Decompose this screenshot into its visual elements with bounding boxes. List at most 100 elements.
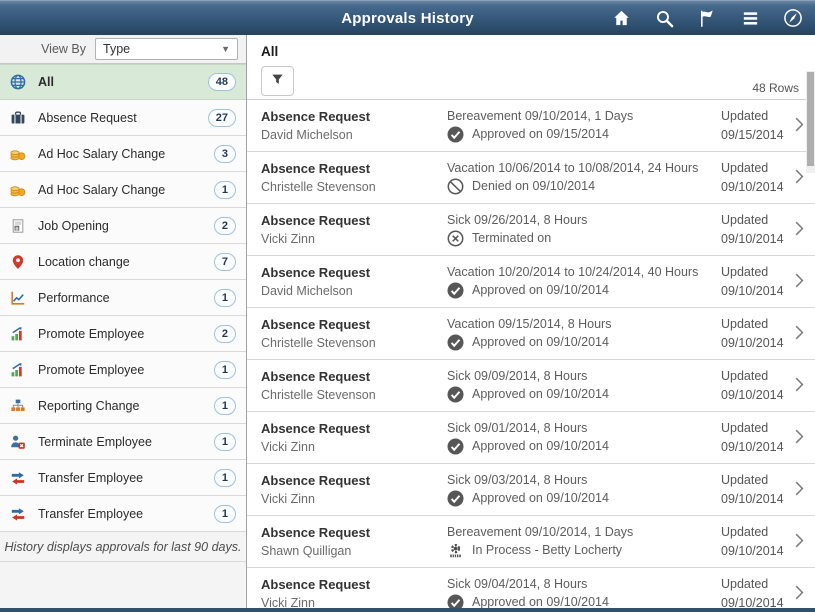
row-title: Absence Request — [261, 161, 371, 176]
bottom-edge-bar — [0, 608, 815, 612]
view-by-select[interactable]: Type ▼ — [95, 38, 238, 60]
scrollbar-thumb[interactable] — [807, 72, 814, 166]
sidebar-item-terminate-employee[interactable]: Terminate Employee 1 — [0, 424, 246, 460]
row-person-name: David Michelson — [261, 284, 353, 298]
app-header: Approvals History — [0, 0, 815, 35]
sidebar-item-transfer-employee[interactable]: Transfer Employee 1 — [0, 496, 246, 532]
view-by-selected-value: Type — [103, 42, 131, 56]
approved-icon — [447, 386, 464, 403]
sidebar-item-performance[interactable]: Performance 1 — [0, 280, 246, 316]
updated-label: Updated — [721, 368, 769, 383]
row-title: Absence Request — [261, 577, 371, 592]
updated-label: Updated — [721, 576, 769, 591]
sidebar-item-label: Ad Hoc Salary Change — [38, 146, 166, 161]
chevron-right-icon — [795, 377, 804, 395]
row-status-text: In Process - Betty Locherty — [472, 543, 623, 557]
sidebar-item-promote-employee[interactable]: Promote Employee 2 — [0, 316, 246, 352]
view-by-label: View By — [41, 42, 86, 56]
count-badge: 27 — [207, 108, 236, 127]
updated-label: Updated — [721, 316, 769, 331]
row-status-text: Approved on 09/10/2014 — [472, 283, 609, 297]
row-title: Absence Request — [261, 369, 371, 384]
row-title: Absence Request — [261, 265, 371, 280]
filter-button[interactable] — [261, 66, 294, 96]
approval-row[interactable]: Absence Request Vicki Zinn Sick 09/03/20… — [247, 464, 815, 516]
row-person-name: Christelle Stevenson — [261, 180, 376, 194]
sidebar-item-transfer-employee[interactable]: Transfer Employee 1 — [0, 460, 246, 496]
updated-date: 09/10/2014 — [721, 595, 784, 609]
chevron-right-icon — [795, 169, 804, 187]
sidebar-item-job-opening[interactable]: Job Opening 2 — [0, 208, 246, 244]
approval-row[interactable]: Absence Request Christelle Stevenson Vac… — [247, 152, 815, 204]
approval-row[interactable]: Absence Request Christelle Stevenson Vac… — [247, 308, 815, 360]
chevron-right-icon — [795, 325, 804, 343]
sidebar-item-label: Promote Employee — [38, 362, 145, 377]
sidebar-item-label: Reporting Change — [38, 398, 140, 413]
updated-date: 09/10/2014 — [721, 491, 784, 506]
count-badge: 1 — [213, 396, 236, 415]
count-badge: 1 — [213, 468, 236, 487]
terminate-person-icon — [10, 433, 27, 450]
count-badge: 2 — [213, 324, 236, 343]
coins-icon — [10, 181, 27, 198]
sidebar-item-all[interactable]: All 48 — [0, 64, 246, 100]
row-description: Sick 09/04/2014, 8 Hours — [447, 576, 588, 591]
row-title: Absence Request — [261, 317, 371, 332]
updated-label: Updated — [721, 420, 769, 435]
row-status-text: Approved on 09/10/2014 — [472, 439, 609, 453]
denied-icon — [447, 178, 464, 195]
sidebar-item-reporting-change[interactable]: Reporting Change 1 — [0, 388, 246, 424]
approved-icon — [447, 594, 464, 608]
row-description: Sick 09/01/2014, 8 Hours — [447, 420, 588, 435]
approval-row[interactable]: Absence Request David Michelson Bereavem… — [247, 100, 815, 152]
row-title: Absence Request — [261, 473, 371, 488]
approval-row[interactable]: Absence Request Vicki Zinn Sick 09/04/20… — [247, 568, 815, 608]
sidebar-item-absence-request[interactable]: Absence Request 27 — [0, 100, 246, 136]
chevron-right-icon — [795, 481, 804, 499]
approval-row[interactable]: Absence Request David Michelson Vacation… — [247, 256, 815, 308]
approval-row[interactable]: Absence Request Vicki Zinn Sick 09/01/20… — [247, 412, 815, 464]
row-status-text: Denied on 09/10/2014 — [472, 179, 596, 193]
approved-icon — [447, 438, 464, 455]
row-person-name: Christelle Stevenson — [261, 388, 376, 402]
in-process-icon — [447, 542, 464, 559]
count-badge: 7 — [213, 252, 236, 271]
count-badge: 1 — [213, 288, 236, 307]
approved-icon — [447, 334, 464, 351]
transfer-arrows-icon — [10, 469, 27, 486]
search-icon[interactable] — [654, 8, 674, 28]
updated-date: 09/15/2014 — [721, 127, 784, 142]
sidebar-item-ad-hoc-salary-change[interactable]: Ad Hoc Salary Change 3 — [0, 136, 246, 172]
row-status-text: Approved on 09/10/2014 — [472, 491, 609, 505]
sidebar-item-ad-hoc-salary-change[interactable]: Ad Hoc Salary Change 1 — [0, 172, 246, 208]
sidebar-item-promote-employee[interactable]: Promote Employee 1 — [0, 352, 246, 388]
row-description: Sick 09/09/2014, 8 Hours — [447, 368, 588, 383]
row-person-name: Vicki Zinn — [261, 232, 315, 246]
chevron-right-icon — [795, 117, 804, 135]
flag-icon[interactable] — [697, 8, 717, 28]
approvals-panel: All 48 Rows Absence Request David Michel… — [247, 35, 815, 608]
row-description: Vacation 10/06/2014 to 10/08/2014, 24 Ho… — [447, 160, 699, 175]
sidebar-item-label: Job Opening — [38, 218, 109, 233]
sidebar-item-label: Performance — [38, 290, 110, 305]
approval-row[interactable]: Absence Request Vicki Zinn Sick 09/26/20… — [247, 204, 815, 256]
updated-date: 09/10/2014 — [721, 543, 784, 558]
updated-label: Updated — [721, 160, 769, 175]
document-icon — [10, 217, 27, 234]
count-badge: 1 — [213, 504, 236, 523]
row-description: Bereavement 09/10/2014, 1 Days — [447, 108, 634, 123]
chevron-right-icon — [795, 273, 804, 291]
row-person-name: Vicki Zinn — [261, 596, 315, 608]
approval-row[interactable]: Absence Request Christelle Stevenson Sic… — [247, 360, 815, 412]
sidebar-item-label: Terminate Employee — [38, 434, 152, 449]
navbar-compass-icon[interactable] — [783, 8, 803, 28]
approval-row[interactable]: Absence Request Shawn Quilligan Bereavem… — [247, 516, 815, 568]
row-description: Sick 09/26/2014, 8 Hours — [447, 212, 588, 227]
row-title: Absence Request — [261, 421, 371, 436]
menu-icon[interactable] — [740, 8, 760, 28]
sidebar-item-location-change[interactable]: Location change 7 — [0, 244, 246, 280]
home-icon[interactable] — [611, 8, 631, 28]
page-title: Approvals History — [341, 9, 474, 27]
row-status-text: Approved on 09/10/2014 — [472, 595, 609, 608]
chevron-right-icon — [795, 533, 804, 551]
